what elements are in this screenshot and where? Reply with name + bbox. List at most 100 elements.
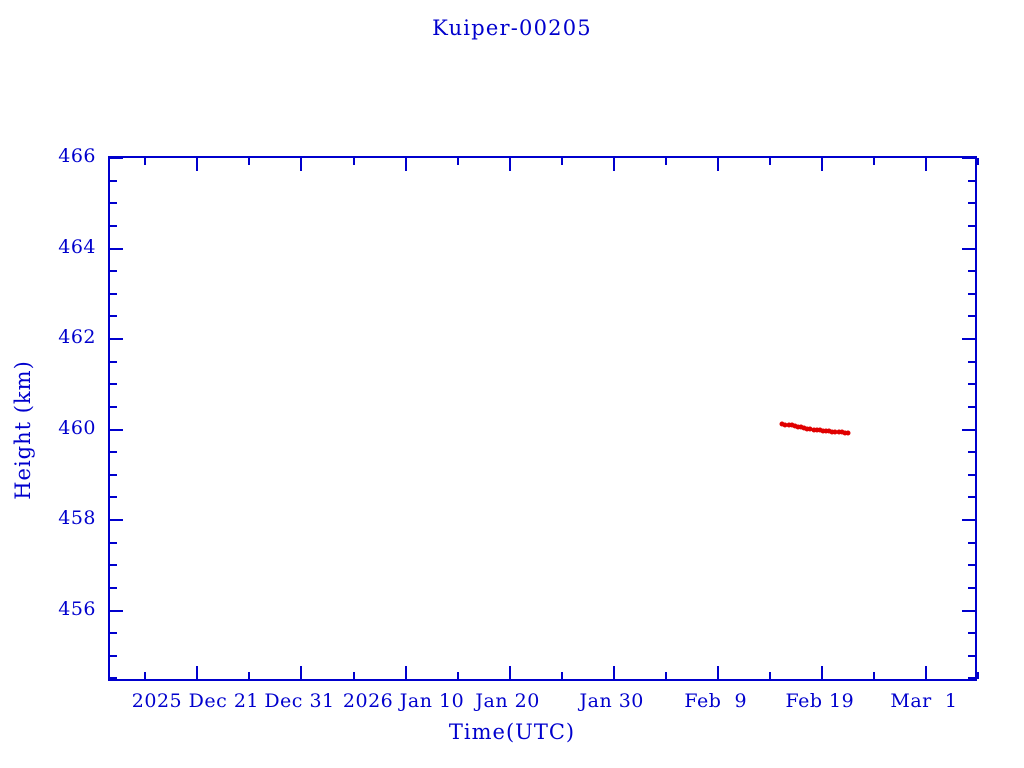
- x-tick-label: 2025 Dec 21: [131, 690, 260, 712]
- data-point: [814, 427, 820, 433]
- x-tick-label: Jan 20: [475, 690, 540, 712]
- x-tick-minor-bottom: [144, 672, 147, 679]
- y-tick-minor-right: [968, 360, 975, 363]
- x-tick-minor-bottom: [768, 672, 771, 679]
- x-tick-minor-bottom: [560, 672, 563, 679]
- data-point: [786, 422, 792, 428]
- y-tick-label: 460: [58, 416, 96, 439]
- data-point: [823, 428, 829, 434]
- x-tick-minor-top: [560, 158, 563, 165]
- y-tick-minor-right: [968, 315, 975, 318]
- x-tick-major-top: [820, 158, 823, 171]
- y-tick-major-left: [110, 338, 123, 341]
- data-point: [839, 429, 845, 435]
- x-tick-major-top: [300, 158, 303, 171]
- x-tick-major-top: [196, 158, 199, 171]
- x-tick-major-top: [404, 158, 407, 171]
- x-tick-major-bottom: [196, 666, 199, 679]
- y-tick-major-left: [110, 519, 123, 522]
- y-tick-major-left: [110, 609, 123, 612]
- x-tick-major-bottom: [508, 666, 511, 679]
- x-tick-minor-bottom: [664, 672, 667, 679]
- y-tick-major-right: [962, 519, 975, 522]
- y-tick-minor-left: [110, 292, 117, 295]
- y-tick-minor-left: [110, 541, 117, 544]
- y-tick-minor-left: [110, 270, 117, 273]
- y-tick-minor-right: [968, 405, 975, 408]
- y-tick-minor-right: [968, 564, 975, 567]
- data-point: [801, 425, 807, 431]
- y-tick-major-left: [110, 428, 123, 431]
- data-point: [804, 426, 810, 432]
- y-tick-major-left: [110, 157, 123, 159]
- x-tick-label: Mar 1: [890, 690, 958, 712]
- y-tick-minor-left: [110, 473, 117, 476]
- x-tick-major-bottom: [716, 666, 719, 679]
- y-tick-major-right: [962, 428, 975, 431]
- y-tick-minor-left: [110, 496, 117, 499]
- x-tick-minor-bottom: [872, 672, 875, 679]
- x-tick-major-bottom: [404, 666, 407, 679]
- data-point: [798, 424, 804, 430]
- x-tick-minor-top: [872, 158, 875, 165]
- y-tick-minor-right: [968, 202, 975, 205]
- y-tick-label: 464: [58, 235, 96, 258]
- x-tick-major-bottom: [612, 666, 615, 679]
- y-tick-major-right: [962, 609, 975, 612]
- data-point: [845, 430, 851, 436]
- x-tick-minor-top: [248, 158, 251, 165]
- x-tick-major-bottom: [300, 666, 303, 679]
- x-tick-minor-top: [144, 158, 147, 165]
- y-tick-minor-right: [968, 292, 975, 295]
- y-tick-major-right: [962, 247, 975, 250]
- data-series-layer: [110, 158, 975, 679]
- y-tick-minor-left: [110, 383, 117, 386]
- data-point: [779, 421, 785, 427]
- y-axis-title: Height (km): [11, 360, 35, 500]
- x-tick-label: Feb 19: [785, 690, 855, 712]
- y-tick-minor-left: [110, 202, 117, 205]
- y-tick-label: 466: [58, 145, 96, 167]
- x-tick-label: Dec 31: [264, 690, 335, 712]
- y-tick-minor-right: [968, 654, 975, 657]
- x-tick-major-top: [924, 158, 927, 171]
- data-point: [826, 428, 832, 434]
- data-point: [817, 427, 823, 433]
- x-tick-label: Jan 30: [579, 690, 644, 712]
- y-tick-minor-right: [968, 586, 975, 589]
- x-tick-major-bottom: [924, 666, 927, 679]
- y-tick-minor-left: [110, 677, 117, 680]
- y-tick-label: 458: [58, 507, 96, 530]
- x-tick-minor-bottom: [352, 672, 355, 679]
- y-tick-minor-right: [968, 632, 975, 635]
- x-tick-minor-top: [352, 158, 355, 165]
- data-point: [832, 429, 838, 435]
- y-tick-minor-right: [968, 179, 975, 182]
- y-tick-major-right: [962, 338, 975, 341]
- data-point: [842, 430, 848, 436]
- data-point: [836, 429, 841, 435]
- data-point: [795, 424, 801, 430]
- y-tick-minor-left: [110, 586, 117, 589]
- plot-frame: [108, 156, 979, 681]
- y-tick-label: 462: [58, 326, 96, 349]
- y-tick-minor-right: [968, 224, 975, 227]
- y-tick-minor-right: [968, 677, 975, 680]
- x-tick-label: 2026 Jan 10: [342, 690, 465, 712]
- x-tick-minor-top: [456, 158, 459, 165]
- y-tick-minor-right: [968, 270, 975, 273]
- y-tick-minor-left: [110, 224, 117, 227]
- x-tick-major-top: [716, 158, 719, 171]
- x-tick-label: Feb 9: [684, 690, 748, 712]
- x-tick-minor-bottom: [248, 672, 251, 679]
- x-tick-major-top: [612, 158, 615, 171]
- data-point: [820, 428, 826, 434]
- y-tick-minor-right: [968, 451, 975, 454]
- y-tick-minor-left: [110, 451, 117, 454]
- y-tick-minor-left: [110, 632, 117, 635]
- data-point: [792, 423, 798, 429]
- y-tick-minor-left: [110, 179, 117, 182]
- data-point: [789, 422, 795, 428]
- y-tick-minor-right: [968, 473, 975, 476]
- y-tick-minor-left: [110, 360, 117, 363]
